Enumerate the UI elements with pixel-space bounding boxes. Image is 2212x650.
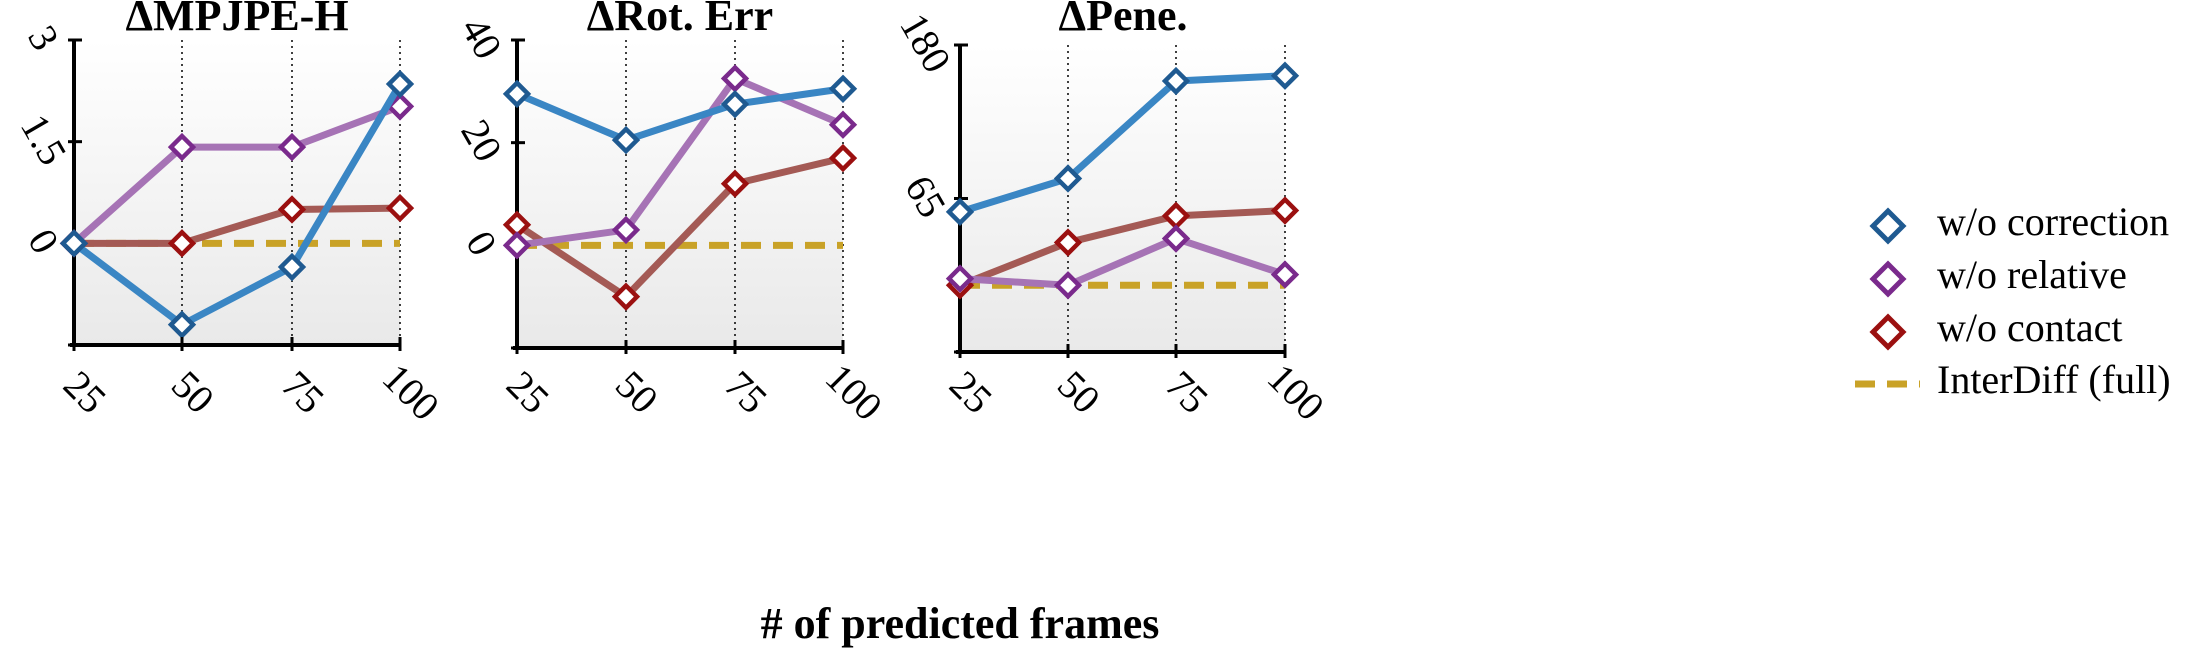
data-point-w-o-contact xyxy=(277,195,307,224)
data-point-w-o-relative xyxy=(1270,260,1300,289)
data-point-w-o-correction xyxy=(945,197,975,227)
x-tick-label: 75 xyxy=(273,362,333,422)
data-point-w-o-contact xyxy=(611,282,641,311)
data-point-w-o-contact xyxy=(167,229,197,258)
series-line-w-o-relative xyxy=(959,235,1287,289)
data-point-w-o-relative xyxy=(945,264,975,293)
y-tick-label: 20 xyxy=(452,112,511,169)
series-line-w-o-contact xyxy=(74,204,401,247)
x-tick-label: 25 xyxy=(941,362,1001,422)
series-line-w-o-correction xyxy=(958,72,1286,216)
y-tick-label: 1.5 xyxy=(12,107,76,173)
series-line-w-o-relative xyxy=(516,75,845,249)
legend-label: w/o correction xyxy=(1937,199,2169,244)
y-tick-label: 180 xyxy=(891,6,960,80)
data-point-w-o-correction xyxy=(167,310,197,339)
legend-diamond-icon xyxy=(1869,313,1907,351)
data-point-w-o-relative xyxy=(1161,224,1191,253)
x-tick-label: 25 xyxy=(55,362,115,422)
x-axis-label: # of predicted frames xyxy=(761,599,1160,648)
x-tick-label: 50 xyxy=(163,362,223,422)
plot-area-background xyxy=(517,40,843,348)
data-point-w-o-relative xyxy=(1053,271,1083,300)
data-point-w-o-correction xyxy=(1053,164,1083,193)
x-tick-label: 75 xyxy=(716,362,776,422)
x-tick-label: 50 xyxy=(607,362,667,422)
legend-label: InterDiff (full) xyxy=(1937,357,2171,402)
y-tick-label: 65 xyxy=(896,168,955,225)
chart-panels: 0 1.5 3 ΔMPJPE-H 25 50 75 100 0 20 40 ΔRot. Err 25 50… xyxy=(12,0,1333,429)
data-point-w-o-correction xyxy=(277,252,307,282)
data-point-w-o-relative xyxy=(611,215,641,245)
data-point-w-o-correction xyxy=(502,79,532,109)
data-point-w-o-correction xyxy=(59,229,89,258)
data-point-w-o-relative xyxy=(720,64,750,93)
y-tick-label: 40 xyxy=(452,9,511,66)
x-tick-label: 100 xyxy=(1259,355,1333,429)
legend-item: w/o correction xyxy=(1869,199,2169,245)
y-tick-label: 0 xyxy=(457,223,506,263)
legend-label: w/o relative xyxy=(1937,252,2127,297)
x-tick-label: 50 xyxy=(1049,362,1109,422)
y-tick-label: 3 xyxy=(19,18,68,58)
legend-item: w/o relative xyxy=(1869,252,2127,298)
data-point-w-o-relative xyxy=(502,231,532,260)
x-tick-label: 75 xyxy=(1157,362,1217,422)
data-point-w-o-correction xyxy=(828,74,858,103)
data-point-w-o-correction xyxy=(720,89,750,119)
series-line-w-o-correction xyxy=(71,82,404,329)
series-line-w-o-correction xyxy=(515,85,844,144)
x-tick-label: 100 xyxy=(817,355,891,429)
x-tick-label: 100 xyxy=(374,355,448,429)
data-point-w-o-contact xyxy=(1053,228,1083,257)
series-line-w-o-contact xyxy=(958,207,1286,289)
data-point-w-o-correction xyxy=(1270,61,1300,90)
data-point-w-o-contact xyxy=(828,143,858,173)
chart-panel-3: 65 180 ΔPene. 25 50 75 100 xyxy=(891,0,1333,429)
data-point-w-o-correction xyxy=(611,125,641,155)
data-point-w-o-contact xyxy=(720,169,750,198)
data-point-w-o-contact xyxy=(1270,196,1300,225)
chart-panel-2: 0 20 40 ΔRot. Err 25 50 75 100 xyxy=(452,0,891,429)
legend-item: w/o contact xyxy=(1869,305,2123,351)
legend-label: w/o contact xyxy=(1937,305,2123,350)
data-point-w-o-correction xyxy=(385,69,415,99)
legend-diamond-icon xyxy=(1869,260,1907,298)
chart-title: ΔPene. xyxy=(1059,0,1188,40)
legend-diamond-icon xyxy=(1869,207,1907,245)
data-point-w-o-relative xyxy=(277,132,307,162)
y-tick-label: 0 xyxy=(19,221,68,261)
chart-panel-1: 0 1.5 3 ΔMPJPE-H 25 50 75 100 xyxy=(12,0,448,429)
series-line-w-o-contact xyxy=(515,154,844,301)
chart-title: ΔMPJPE-H xyxy=(125,0,348,40)
chart-title: ΔRot. Err xyxy=(587,0,773,40)
data-point-w-o-relative xyxy=(167,132,197,162)
data-point-w-o-contact xyxy=(385,193,415,223)
data-point-w-o-relative xyxy=(828,110,858,139)
x-tick-label: 25 xyxy=(498,362,558,422)
legend: w/o correction w/o relative w/o contact Int… xyxy=(1855,199,2171,402)
legend-item: InterDiff (full) xyxy=(1855,357,2171,402)
series-line-w-o-relative xyxy=(71,103,402,246)
data-point-w-o-correction xyxy=(1161,66,1191,96)
